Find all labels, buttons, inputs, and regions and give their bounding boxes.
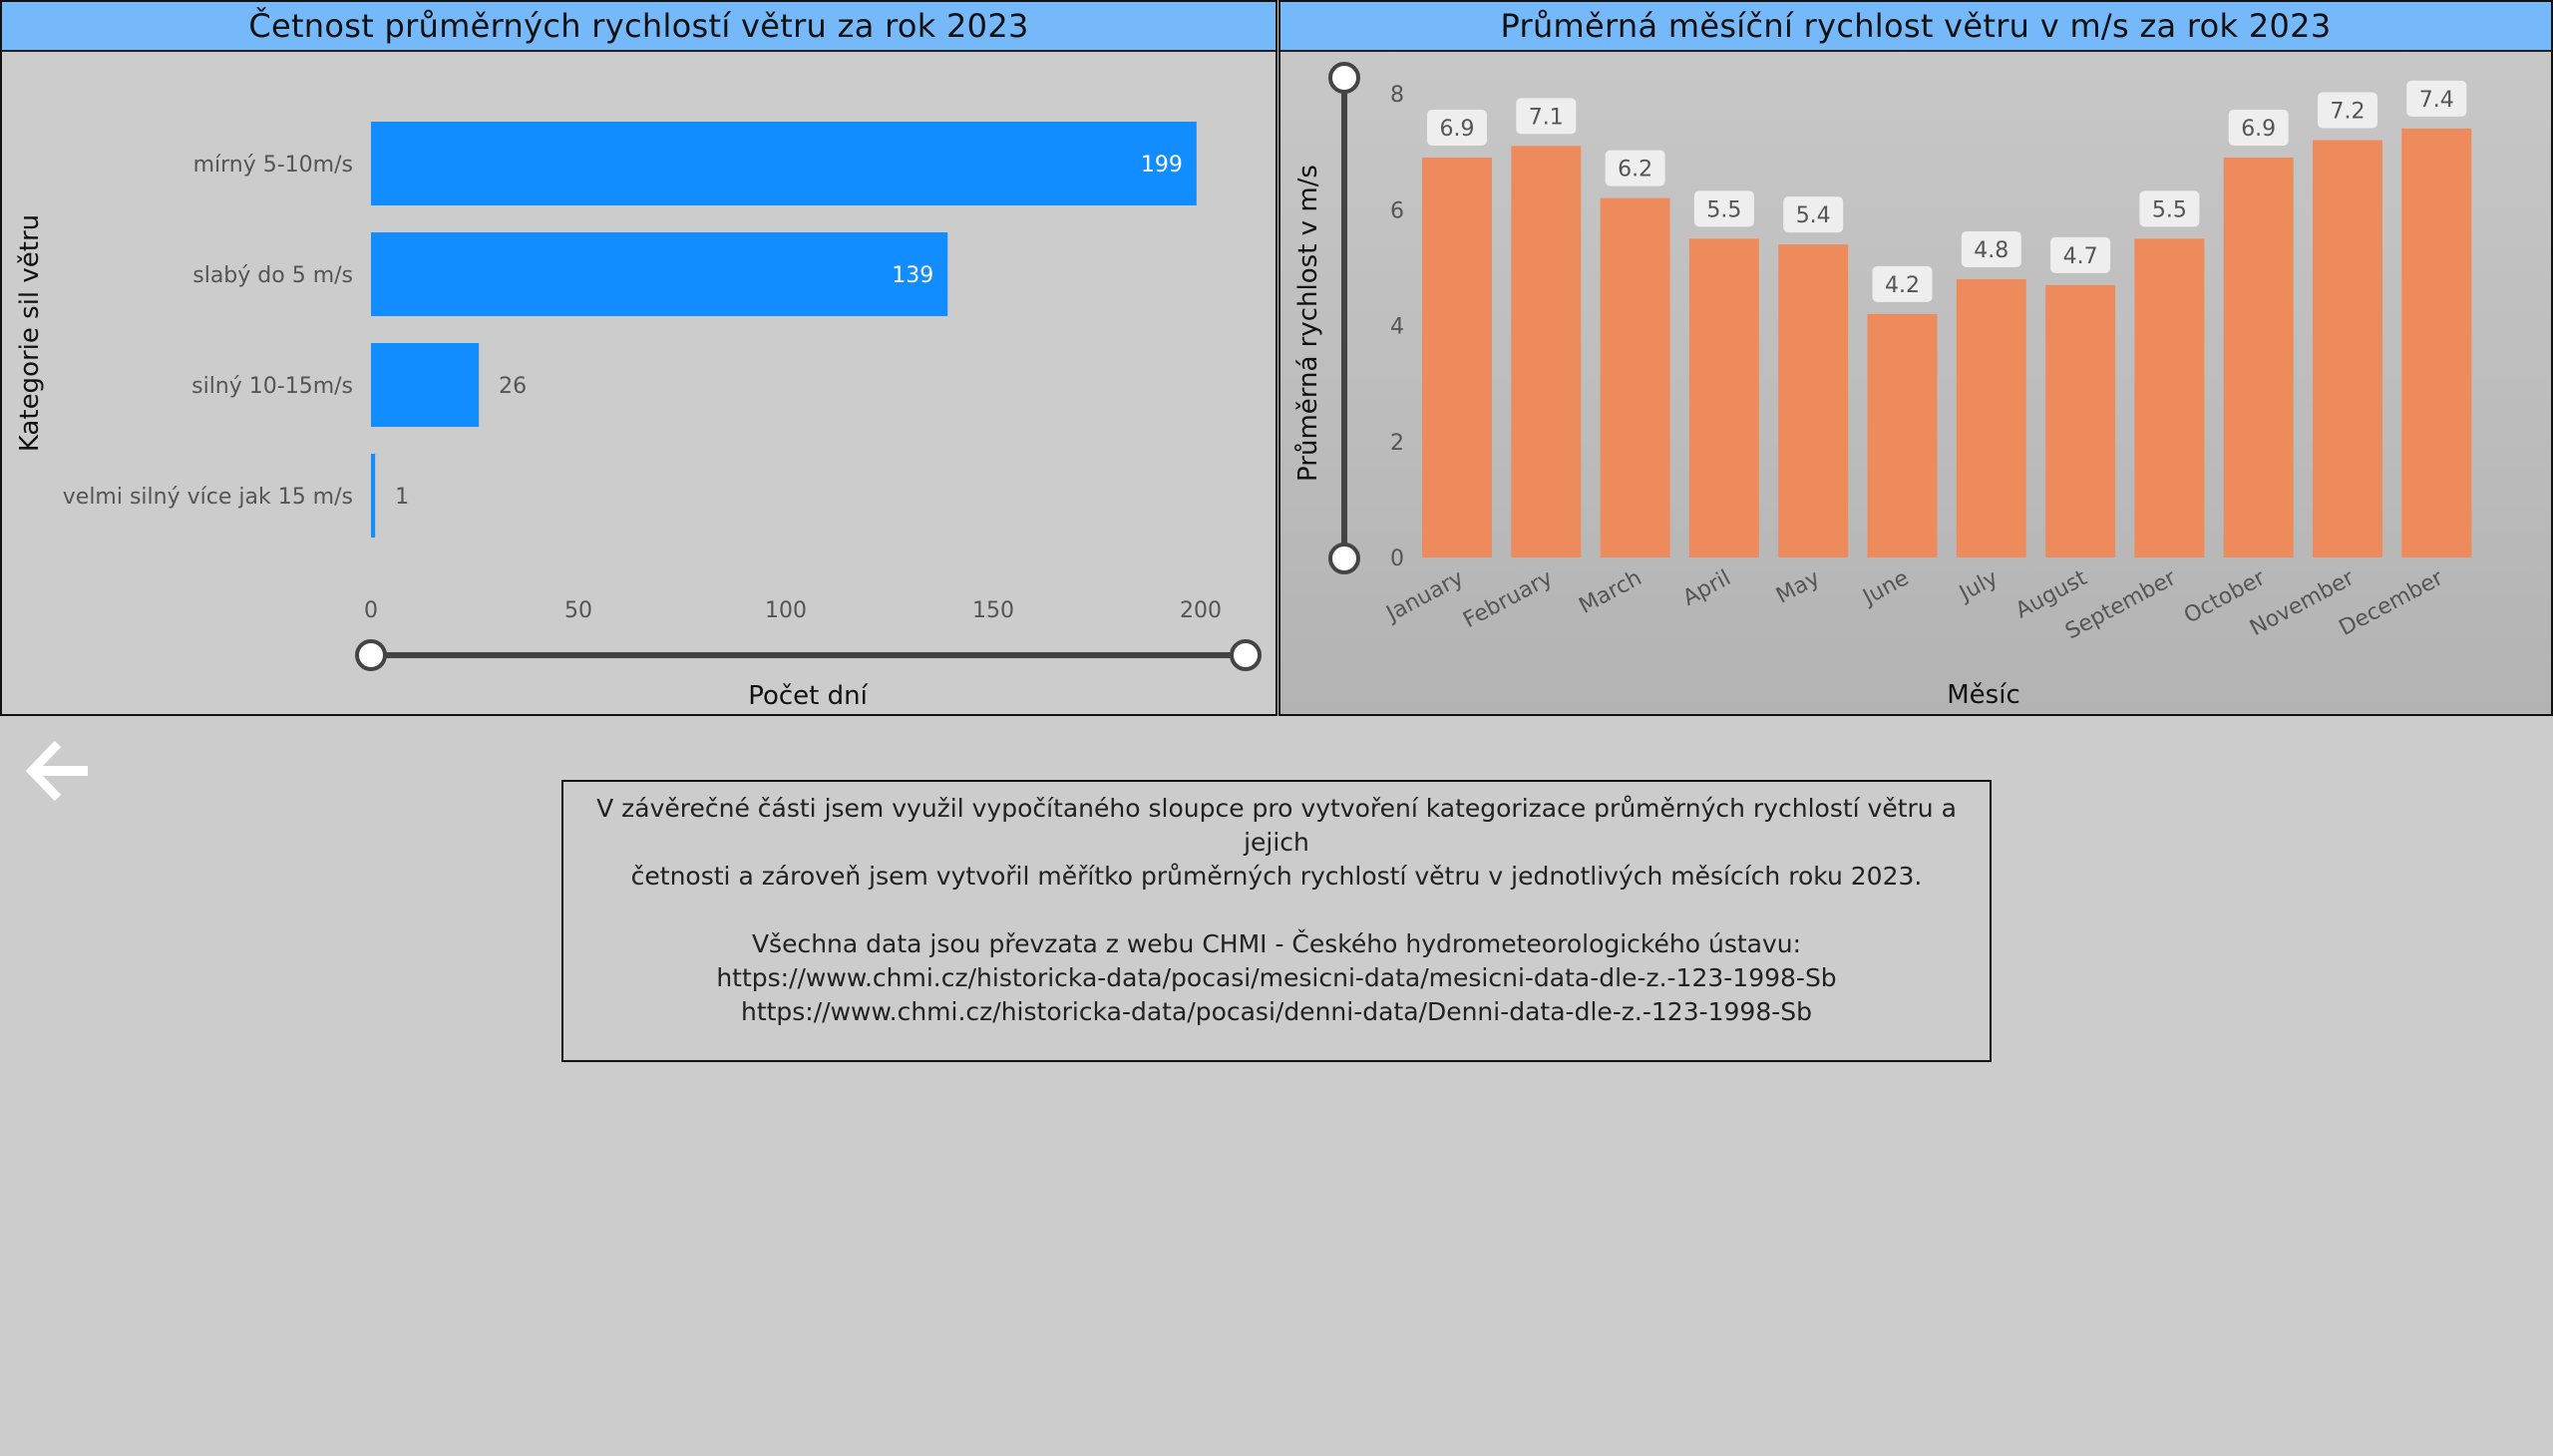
bar[interactable] bbox=[2134, 238, 2205, 557]
monthly-wind-chart-panel: Průměrná měsíční rychlost větru v m/s za… bbox=[1278, 0, 2553, 716]
bar[interactable] bbox=[1422, 157, 1492, 557]
data-label: 6.9 bbox=[1440, 117, 1475, 142]
source-link[interactable]: https://www.chmi.cz/historicka-data/poca… bbox=[740, 997, 1813, 1026]
monthly-wind-chart-title: Průměrná měsíční rychlost větru v m/s za… bbox=[1280, 2, 2551, 52]
y-tick-label: 8 bbox=[1390, 83, 1404, 108]
data-label: 5.5 bbox=[2152, 197, 2187, 222]
bar[interactable] bbox=[2223, 157, 2294, 557]
data-label-background bbox=[1872, 265, 1933, 302]
frequency-bar-chart: Kategorie sil větru Počet dní mírný 5-10… bbox=[15, 122, 1262, 711]
slider-handle-min[interactable] bbox=[355, 639, 387, 671]
data-label-background bbox=[1783, 196, 1844, 233]
bar[interactable] bbox=[371, 454, 376, 538]
data-label: 4.2 bbox=[1885, 273, 1920, 298]
y-axis-title: Kategorie sil větru bbox=[15, 214, 45, 452]
x-tick-label: May bbox=[1772, 565, 1824, 608]
data-label: 6.2 bbox=[1618, 158, 1652, 182]
data-label-background bbox=[1605, 150, 1665, 186]
data-label-background bbox=[2318, 92, 2377, 129]
frequency-chart-title: Četnost průměrných rychlostí větru za ro… bbox=[2, 2, 1276, 52]
data-label-background bbox=[2406, 80, 2467, 117]
y-tick-label: 0 bbox=[1390, 546, 1404, 571]
bar[interactable] bbox=[1688, 238, 1759, 557]
x-tick-label: April bbox=[1679, 565, 1735, 611]
data-label-background bbox=[1961, 231, 2021, 267]
bar[interactable] bbox=[1600, 197, 1670, 557]
bar[interactable] bbox=[2401, 128, 2472, 557]
x-axis-title: Měsíc bbox=[1947, 680, 2020, 710]
bar[interactable] bbox=[371, 343, 480, 427]
x-tick-label: 50 bbox=[564, 598, 592, 623]
data-label: 5.5 bbox=[1706, 197, 1741, 222]
y-tick-label: 4 bbox=[1390, 315, 1404, 340]
data-label: 1 bbox=[395, 485, 409, 510]
note-line: četnosti a zároveň jsem vytvořil měřítko… bbox=[630, 862, 1923, 891]
x-tick-label: March bbox=[1575, 565, 1645, 619]
x-tick-label: February bbox=[1459, 565, 1557, 633]
x-tick-label: July bbox=[1954, 565, 2002, 607]
y-tick-label: 6 bbox=[1390, 198, 1404, 223]
data-label: 7.4 bbox=[2419, 88, 2454, 113]
slider-handle-max[interactable] bbox=[1328, 62, 1360, 94]
arrow-left-icon[interactable] bbox=[24, 736, 94, 806]
data-label-background bbox=[1693, 190, 1754, 227]
data-label: 6.9 bbox=[2241, 117, 2276, 142]
x-tick-label: 100 bbox=[765, 598, 807, 623]
y-range-slider[interactable] bbox=[1328, 62, 1360, 574]
x-tick-label: June bbox=[1858, 565, 1914, 611]
x-tick-label: 0 bbox=[364, 598, 378, 623]
data-label: 4.7 bbox=[2063, 244, 2098, 269]
y-axis-title: Průměrná rychlost v m/s bbox=[1293, 165, 1323, 482]
data-label-background bbox=[2228, 109, 2289, 146]
data-label: 5.4 bbox=[1796, 203, 1831, 228]
data-label: 139 bbox=[892, 263, 933, 288]
data-label-background bbox=[1516, 98, 1577, 135]
bar[interactable] bbox=[2313, 140, 2382, 558]
data-label: 4.8 bbox=[1974, 238, 2008, 263]
category-label: silný 10-15m/s bbox=[191, 374, 353, 399]
data-label: 7.1 bbox=[1529, 105, 1564, 130]
frequency-chart-panel: Četnost průměrných rychlostí větru za ro… bbox=[0, 0, 1277, 716]
category-label: velmi silný více jak 15 m/s bbox=[63, 485, 353, 510]
data-label: 199 bbox=[1141, 153, 1183, 178]
x-tick-label: January bbox=[1381, 565, 1468, 627]
info-text-box: V závěrečné části jsem využil vypočítané… bbox=[561, 780, 1992, 1062]
note-line: V závěrečné části jsem využil vypočítané… bbox=[596, 794, 1957, 857]
data-label-background bbox=[1427, 109, 1487, 146]
note-line: Všechna data jsou převzata z webu CHMI -… bbox=[751, 929, 1802, 958]
bar[interactable] bbox=[371, 122, 1197, 205]
bar[interactable] bbox=[1956, 279, 2026, 557]
monthly-wind-bar-chart: Průměrná rychlost v m/s Měsíc 0 2 4 6 8 6.9 7… bbox=[1293, 62, 2472, 710]
source-link[interactable]: https://www.chmi.cz/historicka-data/poca… bbox=[716, 963, 1837, 992]
data-label-background bbox=[2139, 190, 2200, 227]
bar[interactable] bbox=[1778, 244, 1849, 557]
x-tick-label: 150 bbox=[972, 598, 1014, 623]
bar[interactable] bbox=[1867, 313, 1938, 557]
x-axis-title: Počet dní bbox=[748, 681, 868, 711]
category-label: mírný 5-10m/s bbox=[193, 153, 353, 178]
slider-handle-max[interactable] bbox=[1230, 639, 1262, 671]
data-label: 26 bbox=[499, 374, 527, 399]
bar[interactable] bbox=[1511, 146, 1582, 557]
x-tick-label: 200 bbox=[1180, 598, 1222, 623]
category-label: slabý do 5 m/s bbox=[192, 263, 353, 288]
bar[interactable] bbox=[2045, 284, 2116, 557]
y-tick-label: 2 bbox=[1390, 431, 1404, 456]
data-label-background bbox=[2050, 236, 2111, 273]
data-label: 7.2 bbox=[2331, 100, 2366, 125]
bar[interactable] bbox=[371, 232, 948, 316]
x-range-slider[interactable] bbox=[355, 639, 1262, 671]
slider-handle-min[interactable] bbox=[1328, 543, 1360, 574]
